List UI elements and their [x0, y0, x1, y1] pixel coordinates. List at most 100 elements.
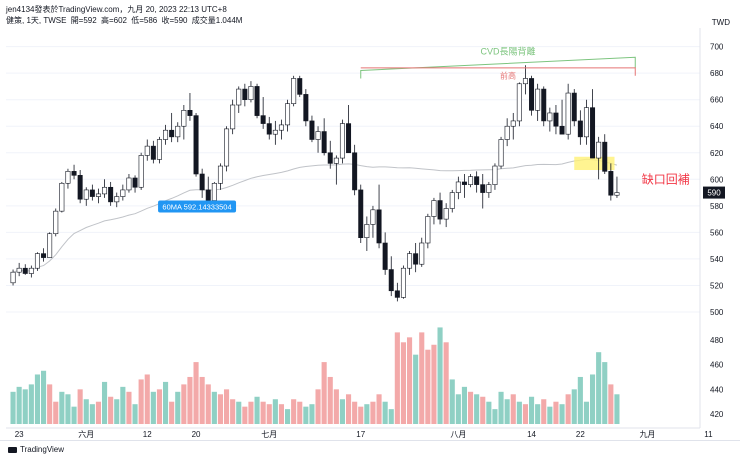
candle — [41, 248, 47, 262]
volume-bar — [236, 401, 242, 424]
candle-body — [266, 123, 272, 135]
candle-body — [132, 177, 138, 188]
tradingview-logo[interactable]: TradingView — [8, 445, 64, 454]
price-tick-label: 660 — [710, 96, 724, 105]
volume-bar — [156, 389, 163, 424]
candle — [541, 86, 547, 127]
candle-body — [10, 271, 16, 284]
symbol-label[interactable]: 健策, 1天, TWSE — [6, 16, 67, 25]
candle-body — [425, 216, 431, 244]
candle-body — [486, 184, 492, 193]
candle-body — [16, 267, 22, 273]
candle-body — [193, 115, 199, 175]
volume-bar — [71, 406, 77, 424]
candle-body — [382, 242, 388, 270]
volume-bar — [547, 406, 553, 424]
price-tick-label: 600 — [710, 175, 724, 184]
volume-bar — [602, 362, 608, 424]
candle — [224, 126, 230, 172]
candle-body — [492, 165, 498, 185]
candle-body — [108, 186, 114, 203]
candle-body — [419, 242, 425, 265]
candle — [114, 192, 120, 208]
currency-label: TWD — [711, 18, 730, 27]
volume-bar — [278, 404, 285, 424]
volume-bar — [223, 389, 230, 424]
volume-bar — [339, 399, 346, 424]
gap-fill-zone — [574, 156, 615, 171]
open-value: 開=592 — [70, 16, 97, 25]
volume-bar — [120, 386, 126, 424]
candle — [181, 105, 187, 140]
candle-body — [254, 86, 260, 116]
time-tick-label: 12 — [143, 430, 152, 439]
candle-body — [95, 193, 101, 197]
candle-body — [291, 78, 297, 104]
candle-body — [504, 125, 510, 140]
candle-body — [260, 115, 266, 124]
candle-body — [22, 267, 28, 274]
price-axis[interactable]: 500 520 540 560 580 600 620 640 660 680 700 420 440 4… — [703, 43, 725, 419]
candle-body — [553, 112, 559, 127]
ma-label: 60MA 592.14333504 — [162, 203, 231, 212]
volume-bar — [577, 376, 583, 424]
candle — [144, 139, 150, 161]
volume-bar — [77, 389, 83, 424]
candle — [339, 119, 345, 164]
volume-tick-label: 440 — [710, 385, 724, 394]
candle-body — [83, 189, 89, 200]
time-tick-label: 七月 — [261, 430, 277, 439]
volume-bar — [321, 362, 327, 424]
candle — [254, 83, 260, 119]
candle — [163, 124, 169, 145]
candle — [47, 232, 53, 258]
candle-body — [315, 131, 321, 140]
candle-body — [278, 124, 284, 131]
time-tick-label: 17 — [356, 430, 365, 439]
candle-body — [303, 94, 309, 122]
candle-body — [175, 125, 181, 138]
price-tick-label: 580 — [710, 202, 724, 211]
volume-bar — [474, 394, 480, 424]
candle-body — [474, 176, 480, 185]
volume-bar — [260, 401, 266, 424]
candle-body — [217, 165, 223, 184]
candle — [547, 107, 553, 132]
low-value: 低=586 — [131, 16, 158, 25]
candle-body — [455, 181, 461, 193]
volume-bar — [376, 394, 382, 424]
candle-body — [120, 189, 126, 197]
volume-bar — [47, 384, 53, 424]
candle-body — [181, 110, 187, 127]
candle — [443, 203, 449, 228]
volume-tick-label: 460 — [710, 361, 724, 370]
candle-body — [535, 88, 541, 111]
volume-bar — [358, 406, 364, 424]
time-tick-label: 六月 — [78, 429, 94, 439]
candle-body — [248, 86, 254, 100]
time-tick-label: 20 — [192, 430, 201, 439]
candle-body — [89, 189, 95, 197]
candle — [486, 181, 492, 198]
candle — [315, 126, 321, 153]
candle — [95, 188, 101, 204]
candle-body — [541, 88, 547, 122]
volume-bar — [40, 370, 47, 424]
volume-bar — [89, 404, 95, 424]
candle-body — [150, 145, 156, 160]
high-value: 高=602 — [100, 16, 127, 25]
candle — [394, 282, 400, 302]
time-axis[interactable]: 23六月1220七月17八月1422九月1119十月 — [15, 429, 740, 439]
candle-body — [565, 92, 571, 135]
candle-body — [138, 155, 144, 188]
candle — [382, 232, 388, 275]
candle-body — [199, 173, 205, 191]
volume-bar — [596, 352, 602, 424]
volume-bar — [138, 379, 144, 424]
candle-body — [614, 192, 620, 196]
candle — [455, 176, 461, 200]
candle — [516, 82, 522, 127]
candle-body — [333, 157, 339, 164]
candle-body — [583, 107, 589, 138]
